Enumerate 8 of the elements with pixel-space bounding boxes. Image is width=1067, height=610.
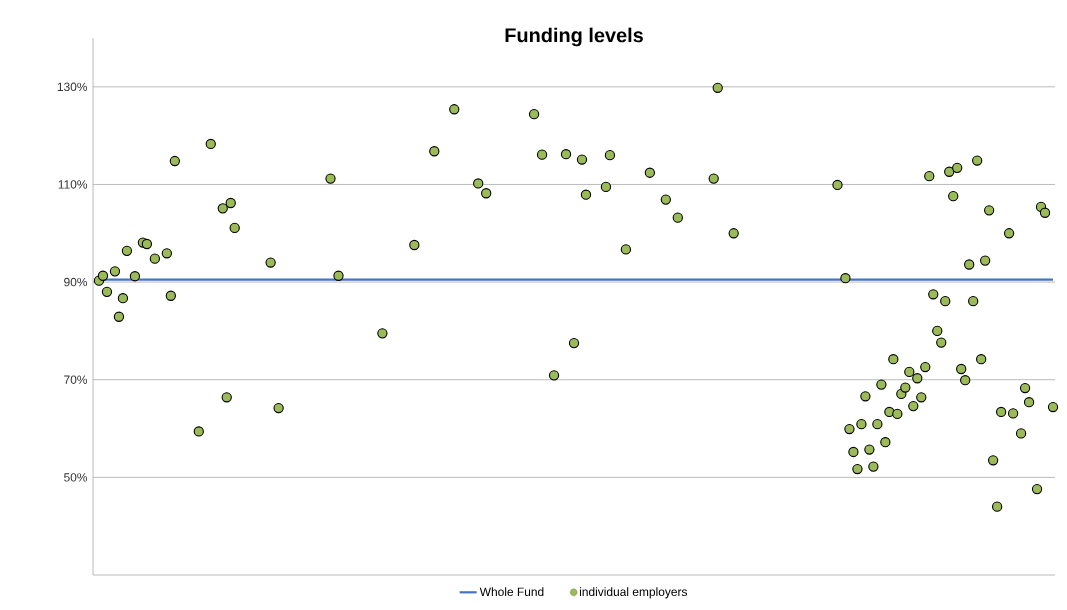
y-tick-label: 50%	[64, 473, 88, 482]
y-tick-label: 90%	[64, 277, 88, 287]
y-tick-label: 70%	[64, 375, 88, 384]
y-tick-label: 110%	[58, 180, 88, 189]
legend-label: Whole Fund	[479, 587, 544, 597]
chart-title: Funding levels	[505, 27, 643, 47]
legend-label: individual employers	[579, 587, 688, 599]
y-tick-label: 130%	[57, 82, 88, 92]
